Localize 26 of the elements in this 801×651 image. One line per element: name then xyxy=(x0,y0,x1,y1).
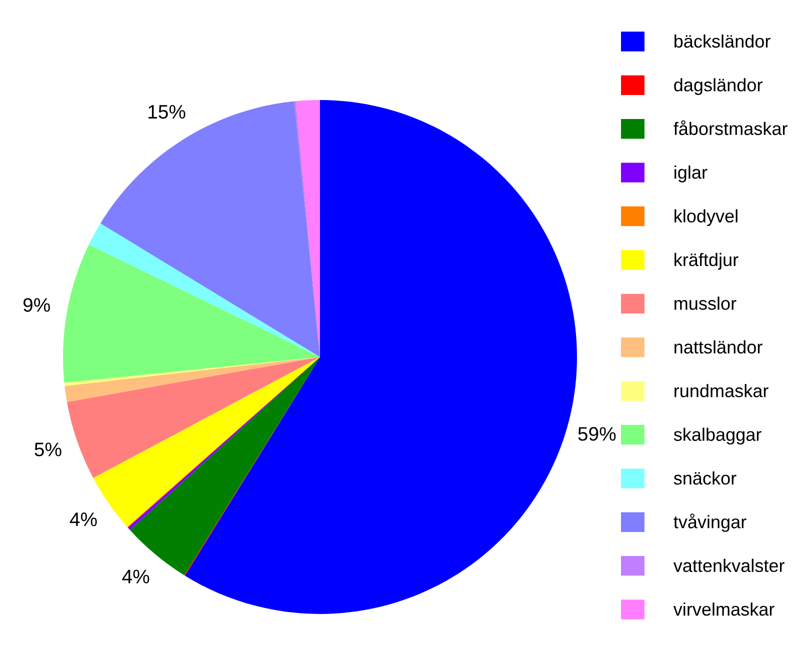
pie-slice xyxy=(88,223,320,357)
data-label: 4% xyxy=(70,512,97,526)
data-label: 9% xyxy=(23,298,50,312)
legend-label: rundmaskar xyxy=(674,384,768,398)
legend-label: kräftdjur xyxy=(674,252,738,270)
pie-slice xyxy=(63,244,320,383)
data-label: 15% xyxy=(148,105,186,119)
pie-slice xyxy=(100,101,320,357)
data-label: 5% xyxy=(34,442,62,456)
legend-label: vattenkvalster xyxy=(673,558,784,572)
legend-label: skalbaggar xyxy=(674,428,762,445)
legend-label: musslor xyxy=(674,296,736,310)
legend-label: tvåvingar xyxy=(674,514,746,532)
pie-slice xyxy=(64,357,320,402)
legend-label: snäckor xyxy=(674,471,736,485)
legend-label: iglar xyxy=(674,166,708,182)
pie-slice xyxy=(66,357,320,478)
legend-label: fåborstmaskar xyxy=(674,120,788,136)
legend-label: dagsländor xyxy=(674,78,762,95)
legend-label: klodyvel xyxy=(674,209,738,226)
data-label: 4% xyxy=(122,570,150,584)
legend-label: nattsländor xyxy=(674,340,762,354)
pie-slice xyxy=(185,100,577,614)
legend-label: virvelmaskar xyxy=(673,602,774,616)
data-label: 59% xyxy=(578,427,616,441)
legend-label: bäcksländor xyxy=(674,34,770,48)
